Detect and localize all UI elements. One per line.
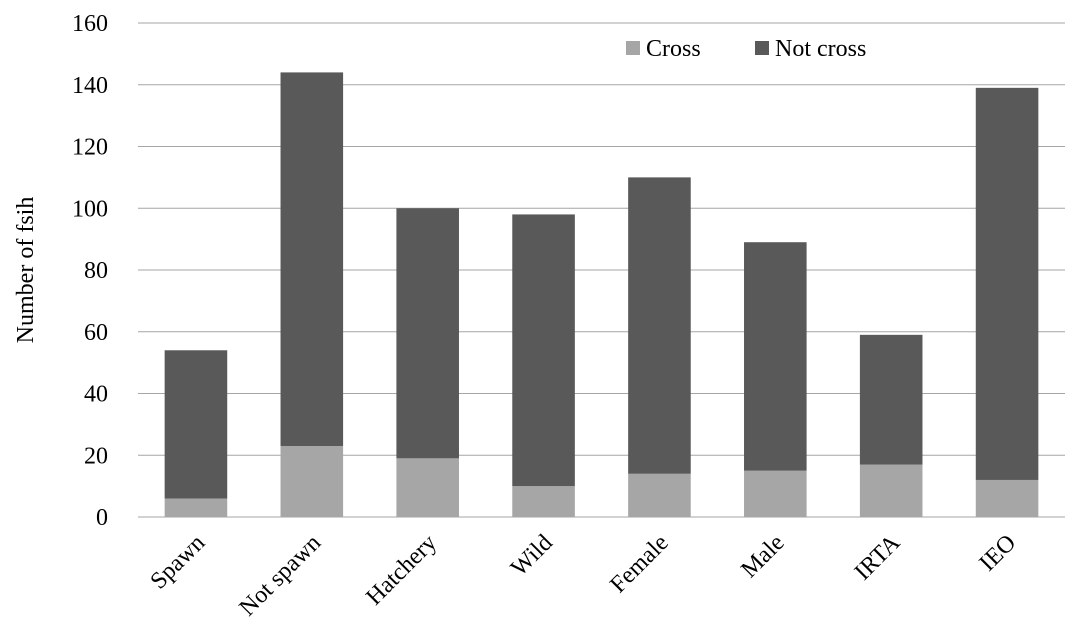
- y-tick-label: 40: [84, 382, 108, 408]
- bar-cross: [512, 486, 575, 517]
- y-tick-label: 60: [84, 320, 108, 346]
- y-tick-label: 80: [84, 258, 108, 284]
- bar-not-cross: [396, 208, 459, 459]
- bar-cross: [164, 498, 228, 517]
- bar-not-cross: [280, 72, 344, 446]
- y-tick-label: 0: [96, 505, 108, 531]
- bar-cross: [744, 470, 807, 517]
- x-tick-label: IRTA: [850, 529, 906, 585]
- x-tick-label: Wild: [506, 530, 558, 582]
- x-tick-label: Spawn: [146, 530, 211, 595]
- x-axis-ticks: Spawn Not spawn Hatchery Wild Female Male IRTA…: [146, 529, 1022, 621]
- bar-cross: [396, 458, 459, 517]
- x-tick-label: Female: [605, 530, 673, 598]
- y-axis-ticks: 0 20 40 60 80 100 120 140 160: [72, 11, 108, 531]
- y-tick-label: 140: [72, 73, 108, 99]
- x-tick-label: Not spawn: [235, 530, 326, 621]
- y-tick-label: 120: [72, 135, 108, 161]
- bar-not-cross: [628, 177, 691, 474]
- legend-label: Not cross: [775, 36, 866, 62]
- bar-not-cross: [744, 242, 807, 471]
- y-tick-label: 100: [72, 196, 108, 222]
- bar-not-cross: [512, 214, 575, 487]
- y-tick-label: 160: [72, 11, 108, 37]
- bars: [164, 72, 1039, 517]
- x-tick-label: Hatchery: [361, 530, 442, 611]
- bar-cross: [859, 464, 923, 517]
- bar-cross: [628, 473, 691, 517]
- x-tick-label: Male: [736, 530, 789, 583]
- y-axis-label: Number of fsih: [13, 197, 39, 344]
- bar-not-cross: [859, 334, 923, 465]
- x-tick-label: IEO: [975, 530, 1022, 577]
- legend-swatch: [755, 41, 769, 55]
- bar-cross: [280, 445, 344, 517]
- bar-cross: [975, 479, 1039, 517]
- bar-not-cross: [164, 350, 228, 499]
- legend: Cross Not cross: [626, 36, 866, 62]
- bar-not-cross: [975, 87, 1039, 480]
- legend-label: Cross: [646, 36, 701, 62]
- y-tick-label: 20: [84, 443, 108, 469]
- legend-swatch: [626, 41, 640, 55]
- gridlines: [138, 22, 1065, 456]
